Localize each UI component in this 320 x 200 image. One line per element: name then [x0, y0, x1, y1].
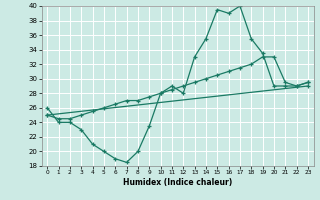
- X-axis label: Humidex (Indice chaleur): Humidex (Indice chaleur): [123, 178, 232, 187]
